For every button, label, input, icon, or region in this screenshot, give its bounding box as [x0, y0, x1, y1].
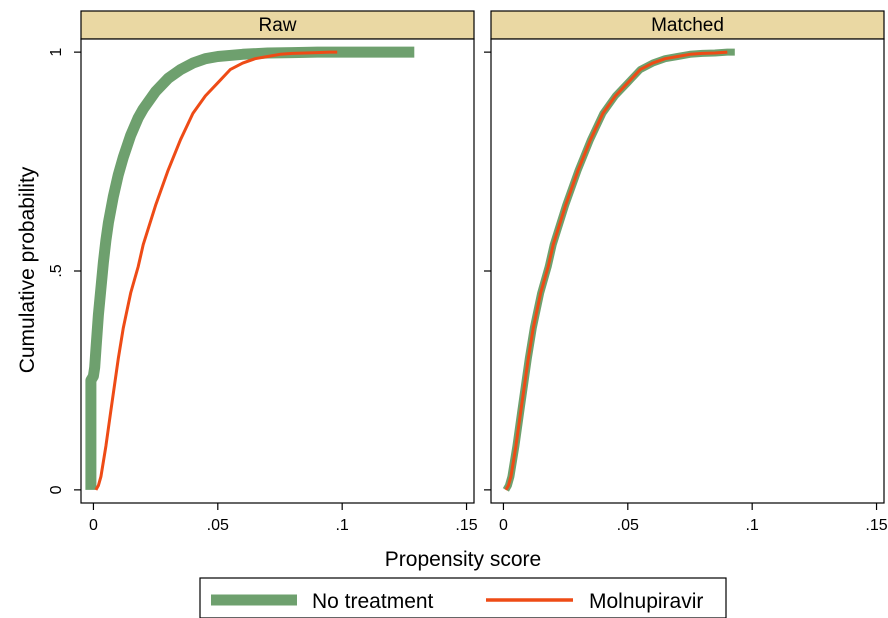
series-line-raw-no-treatment	[85, 46, 415, 490]
panels-layer: Raw 0 .05 .1 .15 0 .5 1 Matched 0 .05 .1 .15	[48, 10, 888, 534]
y-axis-title: Cumulative probability	[16, 166, 39, 373]
panel-strip-raw	[80, 10, 475, 40]
x-tick-label: 0	[499, 517, 508, 534]
x-tick-label: .15	[455, 517, 477, 534]
y-tick-label: .5	[48, 264, 65, 277]
y-tick-label: 1	[48, 48, 65, 57]
legend-label-molnupiravir: Molnupiravir	[589, 590, 703, 613]
x-tick-label: .05	[207, 517, 229, 534]
legend-label-no-treatment: No treatment	[312, 590, 434, 613]
x-tick-label: .1	[745, 517, 758, 534]
panel-title-matched: Matched	[651, 15, 724, 36]
x-axis-title: Propensity score	[385, 548, 541, 571]
x-tick-label: 0	[89, 517, 98, 534]
y-tick-label: 0	[48, 485, 65, 494]
panel-matched: Matched 0 .05 .1 .15	[484, 10, 888, 534]
legend: No treatment Molnupiravir	[199, 577, 727, 618]
x-tick-label: .1	[335, 517, 348, 534]
series-line-raw-molnupiravir	[94, 50, 338, 491]
panel-title-raw: Raw	[258, 15, 296, 36]
x-tick-label: .15	[865, 517, 887, 534]
panel-raw: Raw 0 .05 .1 .15 0 .5 1	[48, 10, 478, 534]
x-tick-label: .05	[617, 517, 639, 534]
series-line-matched-molnupiravir	[504, 50, 728, 491]
